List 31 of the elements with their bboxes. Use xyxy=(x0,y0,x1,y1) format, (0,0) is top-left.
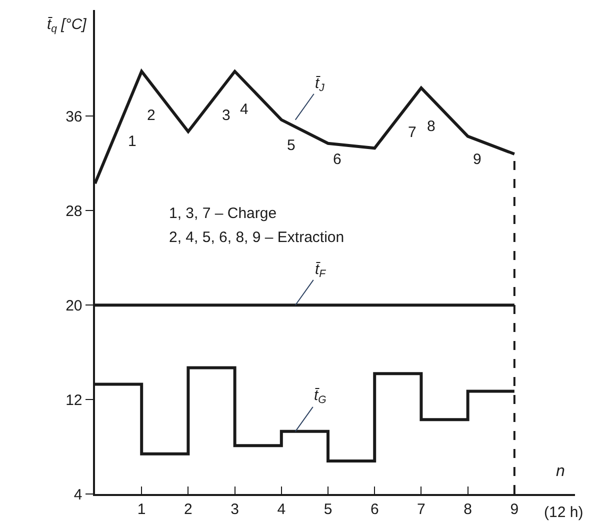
annotation: 1 xyxy=(128,133,136,150)
x-tick-label: 3 xyxy=(230,500,239,518)
x-tick-label: 8 xyxy=(464,500,472,518)
x-tick-label: 6 xyxy=(370,500,379,518)
annotation: 8 xyxy=(427,118,436,135)
y-tick-label: 4 xyxy=(74,486,82,504)
y-tick-label: 20 xyxy=(66,297,82,314)
y-axis-title: t̄$_{q}$ [°C] xyxy=(47,16,88,36)
x-tick-label: 9 xyxy=(510,500,519,518)
x-tick-label: 1 xyxy=(137,500,146,518)
annotation: 2 xyxy=(147,107,156,124)
y-tick-label: 28 xyxy=(66,202,82,220)
y-tick-label: 12 xyxy=(66,392,82,409)
text: t̄$_{J}$ xyxy=(315,75,326,94)
annotation: 1, 3, 7 – Charge xyxy=(169,205,277,222)
x-tick-label: 2 xyxy=(184,500,192,518)
annotation: 9 xyxy=(473,151,482,168)
x-tick-label: 5 xyxy=(324,500,332,518)
series-label: t̄$_{G}$ xyxy=(314,387,326,406)
annotation: 3 xyxy=(222,107,230,124)
x-tick-label: 4 xyxy=(277,500,286,518)
x-tick-label: 7 xyxy=(417,500,426,518)
annotation: 4 xyxy=(240,101,248,118)
y-tick-label: 36 xyxy=(66,108,82,126)
series-label: t̄$_{F}$ xyxy=(315,261,326,280)
annotation: 6 xyxy=(333,151,342,168)
annotation: n xyxy=(556,463,565,480)
x-axis-title: (12 h) xyxy=(544,504,584,521)
annotation: 7 xyxy=(408,124,416,141)
annotation: 5 xyxy=(287,137,296,154)
annotation: 2, 4, 5, 6, 8, 9 – Extraction xyxy=(169,229,344,246)
